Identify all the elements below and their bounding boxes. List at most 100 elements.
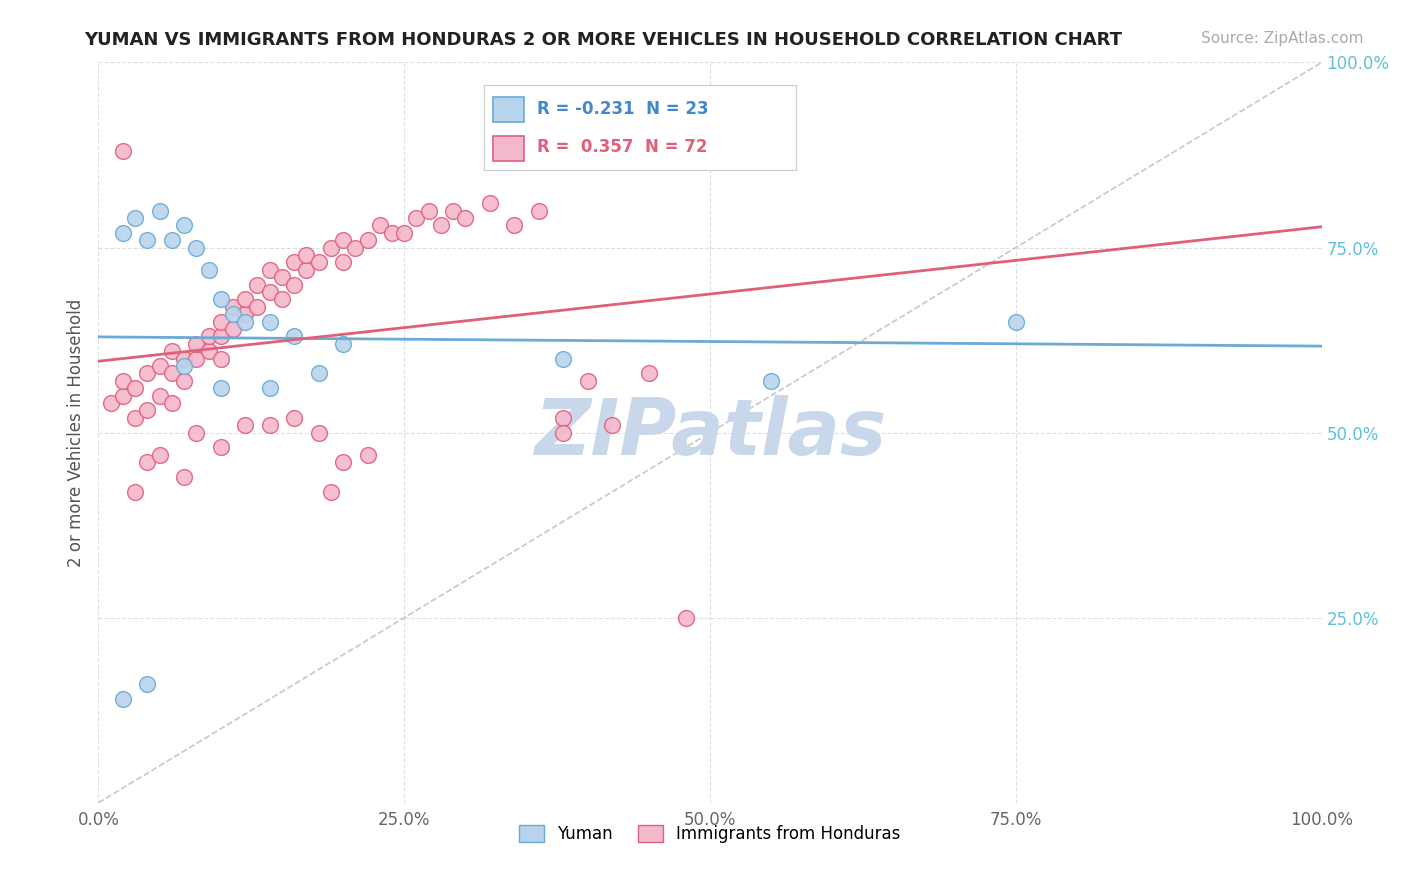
Point bbox=[392, 226, 416, 240]
Point bbox=[209, 293, 232, 307]
Point bbox=[222, 322, 245, 336]
Point bbox=[246, 277, 269, 292]
Legend: Yuman, Immigrants from Honduras: Yuman, Immigrants from Honduras bbox=[513, 819, 907, 850]
Point bbox=[600, 418, 623, 433]
Point bbox=[111, 374, 134, 388]
Point bbox=[173, 359, 195, 373]
Point bbox=[454, 211, 477, 225]
Point bbox=[283, 410, 305, 425]
Point bbox=[283, 329, 305, 343]
Point bbox=[149, 359, 172, 373]
Point bbox=[553, 425, 575, 440]
Point bbox=[270, 270, 294, 285]
Point bbox=[553, 410, 575, 425]
Point bbox=[332, 336, 354, 351]
Point bbox=[368, 219, 391, 233]
Point bbox=[222, 300, 245, 314]
Point bbox=[283, 255, 305, 269]
Point bbox=[111, 388, 134, 402]
Point bbox=[246, 300, 269, 314]
Point bbox=[527, 203, 550, 218]
Point bbox=[675, 610, 697, 624]
Point bbox=[209, 329, 232, 343]
Point bbox=[100, 396, 122, 410]
Point bbox=[259, 418, 281, 433]
Point bbox=[173, 351, 195, 366]
Point bbox=[160, 396, 183, 410]
Point bbox=[503, 219, 526, 233]
Point bbox=[319, 484, 342, 499]
Point bbox=[381, 226, 404, 240]
Point bbox=[418, 203, 440, 218]
Point bbox=[186, 351, 208, 366]
Point bbox=[308, 367, 330, 381]
Point bbox=[111, 226, 134, 240]
Point bbox=[270, 293, 294, 307]
Point bbox=[478, 196, 501, 211]
Point bbox=[356, 448, 378, 462]
Point bbox=[344, 240, 367, 255]
Point bbox=[136, 403, 159, 417]
Point bbox=[430, 219, 453, 233]
Point bbox=[160, 367, 183, 381]
Point bbox=[259, 381, 281, 395]
Point bbox=[233, 418, 256, 433]
Point bbox=[332, 455, 354, 469]
Point bbox=[319, 240, 342, 255]
Point bbox=[111, 692, 134, 706]
Point bbox=[209, 441, 232, 455]
Point bbox=[1004, 314, 1026, 328]
Point bbox=[295, 262, 318, 277]
Point bbox=[637, 367, 661, 381]
Point bbox=[197, 262, 219, 277]
Point bbox=[149, 448, 172, 462]
Point bbox=[173, 219, 195, 233]
Point bbox=[186, 425, 208, 440]
Point bbox=[136, 455, 159, 469]
Point bbox=[233, 293, 256, 307]
Point bbox=[197, 329, 219, 343]
Point bbox=[332, 255, 354, 269]
Point bbox=[197, 344, 219, 359]
Point bbox=[233, 307, 256, 321]
Point bbox=[160, 344, 183, 359]
Point bbox=[761, 374, 783, 388]
Point bbox=[308, 255, 330, 269]
Point bbox=[111, 145, 134, 159]
Point bbox=[124, 484, 146, 499]
Point bbox=[259, 314, 281, 328]
Point bbox=[405, 211, 427, 225]
Text: YUMAN VS IMMIGRANTS FROM HONDURAS 2 OR MORE VEHICLES IN HOUSEHOLD CORRELATION CH: YUMAN VS IMMIGRANTS FROM HONDURAS 2 OR M… bbox=[84, 31, 1122, 49]
Point bbox=[124, 381, 146, 395]
Point bbox=[259, 262, 281, 277]
Point bbox=[136, 367, 159, 381]
Point bbox=[259, 285, 281, 299]
Point bbox=[173, 374, 195, 388]
Point bbox=[186, 240, 208, 255]
Point bbox=[308, 425, 330, 440]
Point bbox=[160, 233, 183, 247]
Point bbox=[124, 211, 146, 225]
Y-axis label: 2 or more Vehicles in Household: 2 or more Vehicles in Household bbox=[67, 299, 86, 566]
Point bbox=[233, 314, 256, 328]
Point bbox=[209, 381, 232, 395]
Point bbox=[149, 203, 172, 218]
Point bbox=[209, 351, 232, 366]
Point bbox=[124, 410, 146, 425]
Point bbox=[576, 374, 599, 388]
Point bbox=[332, 233, 354, 247]
Point bbox=[136, 233, 159, 247]
Point bbox=[186, 336, 208, 351]
Text: ZIPatlas: ZIPatlas bbox=[534, 394, 886, 471]
Point bbox=[356, 233, 378, 247]
Point bbox=[149, 388, 172, 402]
Point bbox=[295, 248, 318, 262]
Point bbox=[553, 351, 575, 366]
Point bbox=[283, 277, 305, 292]
Point bbox=[173, 470, 195, 484]
Point bbox=[136, 677, 159, 691]
Point bbox=[222, 307, 245, 321]
Point bbox=[441, 203, 464, 218]
Point bbox=[209, 314, 232, 328]
Text: Source: ZipAtlas.com: Source: ZipAtlas.com bbox=[1201, 31, 1364, 46]
